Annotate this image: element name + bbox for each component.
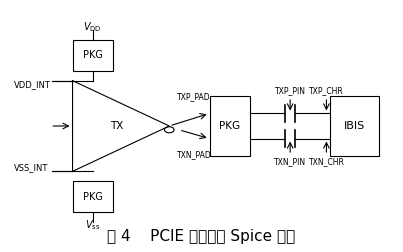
Text: VSS_INT: VSS_INT (14, 163, 48, 172)
Text: 图 4    PCIE 差分接口 Spice 模型: 图 4 PCIE 差分接口 Spice 模型 (107, 229, 296, 244)
Text: TXP_PIN: TXP_PIN (275, 86, 305, 95)
Text: IBIS: IBIS (344, 121, 365, 131)
Text: PKG: PKG (83, 192, 103, 202)
Text: PKG: PKG (83, 50, 103, 60)
Text: TXN_CHR: TXN_CHR (308, 157, 345, 166)
Text: TXP_PAD: TXP_PAD (177, 92, 211, 102)
Text: $V_{\rm ss}$: $V_{\rm ss}$ (85, 218, 100, 232)
Text: TXN_PIN: TXN_PIN (274, 157, 306, 166)
FancyBboxPatch shape (330, 96, 379, 156)
FancyBboxPatch shape (73, 181, 113, 212)
Text: TXN_PAD: TXN_PAD (177, 150, 212, 160)
Text: VDD_INT: VDD_INT (14, 80, 51, 89)
Text: PKG: PKG (219, 121, 240, 131)
FancyBboxPatch shape (73, 40, 113, 71)
FancyBboxPatch shape (210, 96, 250, 156)
Text: TX: TX (110, 121, 124, 131)
Text: TXP_CHR: TXP_CHR (309, 86, 344, 95)
Text: $V_{\rm DD}$: $V_{\rm DD}$ (83, 20, 102, 34)
